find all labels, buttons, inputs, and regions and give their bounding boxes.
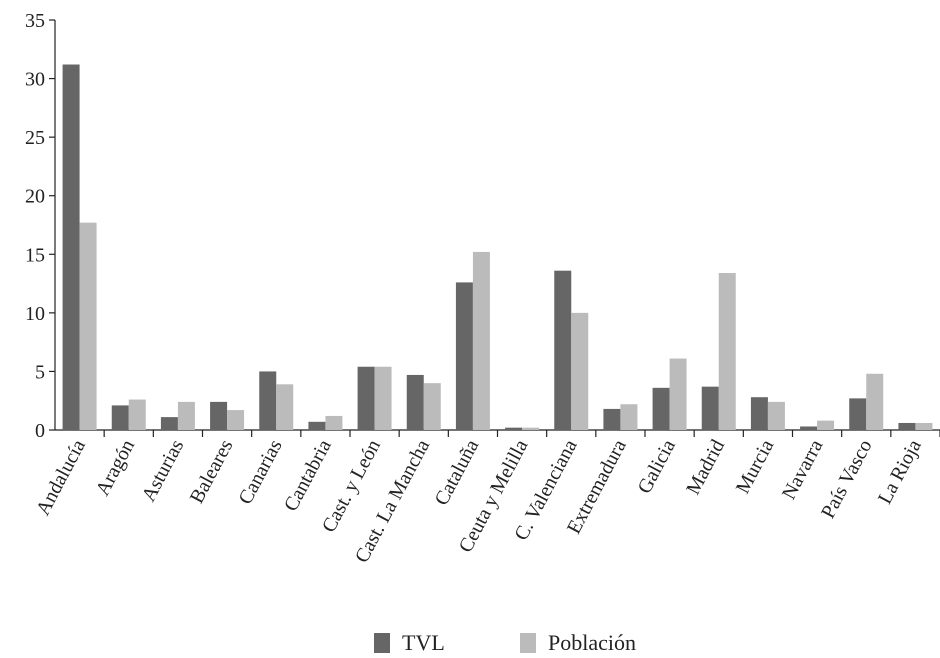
bar-tvl — [308, 421, 326, 430]
bar-tvl — [898, 422, 916, 430]
category-label: Canarias — [234, 436, 286, 508]
bar-poblacion — [718, 273, 736, 430]
category-label: La Rioja — [874, 436, 926, 508]
bar-tvl — [111, 405, 129, 430]
bar-tvl — [701, 386, 719, 430]
bar-poblacion — [472, 251, 490, 430]
bar-poblacion — [767, 401, 785, 430]
bar-tvl — [652, 387, 670, 430]
bar-tvl — [800, 426, 818, 430]
y-tick-label: 15 — [25, 244, 45, 266]
category-label: Baleares — [186, 436, 238, 507]
legend-swatch-poblacion — [520, 633, 536, 653]
bar-poblacion — [866, 373, 884, 430]
category-label: Murcia — [732, 436, 779, 497]
y-tick-label: 30 — [25, 69, 45, 91]
bar-tvl — [62, 64, 80, 430]
category-label: Madrid — [682, 436, 729, 498]
y-tick-label: 25 — [25, 127, 45, 149]
y-tick-label: 0 — [35, 420, 45, 442]
bar-tvl — [210, 401, 228, 430]
category-label: Cantabria — [280, 436, 336, 515]
y-axis: 0 5 10 15 20 25 30 35 — [25, 10, 56, 442]
bar-poblacion — [325, 415, 343, 430]
bar-tvl — [505, 427, 523, 430]
bar-poblacion — [522, 427, 540, 430]
category-label: Navarra — [778, 436, 828, 503]
category-label: Asturias — [138, 436, 189, 505]
bar-tvl — [849, 398, 867, 430]
bar-tvl — [357, 366, 375, 430]
bar-poblacion — [276, 384, 294, 430]
bar-tvl — [259, 371, 277, 430]
bars — [62, 64, 933, 430]
category-label: Aragón — [92, 436, 140, 499]
bar-poblacion — [423, 383, 441, 430]
bar-poblacion — [817, 420, 835, 430]
bar-poblacion — [79, 222, 97, 430]
bar-tvl — [406, 374, 424, 430]
bar-tvl — [160, 417, 178, 430]
category-label: Andalucía — [32, 436, 90, 519]
bar-chart: 0 5 10 15 20 25 30 35 Andalucía AragónAsturiasBa… — [25, 10, 940, 567]
legend-item-poblacion: Población — [520, 632, 636, 654]
y-tick-label: 10 — [25, 303, 45, 325]
bar-poblacion — [620, 404, 638, 430]
x-axis — [55, 429, 940, 437]
category-label: Galicia — [633, 436, 680, 497]
bar-poblacion — [128, 399, 146, 430]
legend-label-poblacion: Población — [548, 630, 636, 655]
category-labels: Andalucía AragónAsturiasBalearesCanariasC… — [32, 436, 926, 567]
bar-tvl — [455, 282, 473, 430]
legend-label-tvl: TVL — [402, 630, 445, 655]
category-label: Cataluña — [431, 436, 484, 509]
legend-item-tvl: TVL — [374, 632, 445, 654]
bar-tvl — [750, 397, 768, 430]
bar-poblacion — [374, 366, 392, 430]
bar-poblacion — [915, 422, 933, 430]
bar-tvl — [554, 270, 572, 430]
bar-poblacion — [669, 358, 687, 430]
legend: TVL Población — [0, 632, 940, 656]
bar-poblacion — [227, 410, 245, 430]
y-tick-label: 5 — [35, 361, 45, 383]
bar-poblacion — [571, 312, 589, 430]
bar-poblacion — [177, 401, 195, 430]
legend-swatch-tvl — [374, 633, 390, 653]
y-tick-label: 35 — [25, 10, 45, 32]
y-tick-label: 20 — [25, 186, 45, 208]
bar-tvl — [603, 408, 621, 430]
